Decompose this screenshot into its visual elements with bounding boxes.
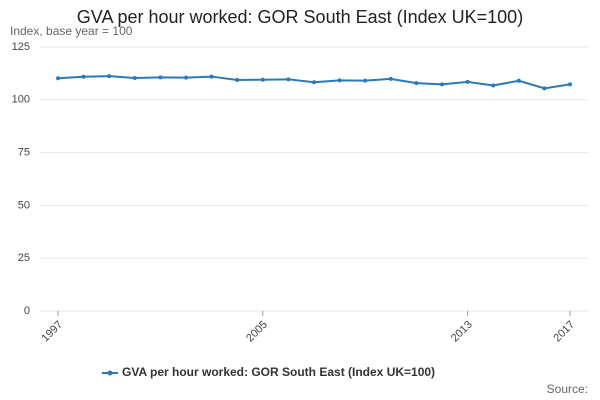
x-tick-label: 2005 — [244, 319, 270, 345]
legend-marker — [107, 370, 113, 376]
data-point — [158, 75, 163, 80]
y-tick-label: 50 — [18, 199, 30, 211]
data-point — [312, 80, 316, 85]
data-point — [491, 83, 496, 88]
data-point — [184, 75, 188, 80]
data-point — [465, 79, 470, 84]
data-point — [235, 77, 240, 82]
x-tick-label: 2017 — [551, 319, 577, 345]
chart-title: GVA per hour worked: GOR South East (Ind… — [77, 7, 523, 27]
data-point — [209, 74, 214, 79]
data-point — [132, 76, 137, 81]
data-point — [440, 82, 444, 87]
y-tick-label: 0 — [24, 305, 30, 317]
y-tick-label: 25 — [18, 252, 30, 264]
data-point — [568, 82, 572, 87]
data-point — [516, 78, 521, 83]
data-point — [414, 81, 419, 86]
y-tick-label: 75 — [18, 147, 30, 159]
data-point — [388, 76, 393, 81]
data-point — [81, 74, 86, 79]
y-tick-label: 100 — [12, 94, 30, 106]
source: Source: — [547, 382, 588, 396]
x-tick-label: 2013 — [449, 319, 475, 345]
data-point — [337, 78, 342, 83]
data-point — [286, 77, 291, 82]
chart-subtitle: Index, base year = 100 — [10, 24, 133, 38]
y-tick-label: 125 — [12, 41, 30, 53]
data-point — [363, 78, 368, 83]
legend-label: GVA per hour worked: GOR South East (Ind… — [122, 365, 435, 379]
x-tick-label: 1997 — [39, 319, 65, 345]
data-point — [260, 77, 265, 82]
data-point — [542, 86, 547, 91]
data-point — [56, 76, 60, 81]
data-point — [107, 74, 112, 79]
